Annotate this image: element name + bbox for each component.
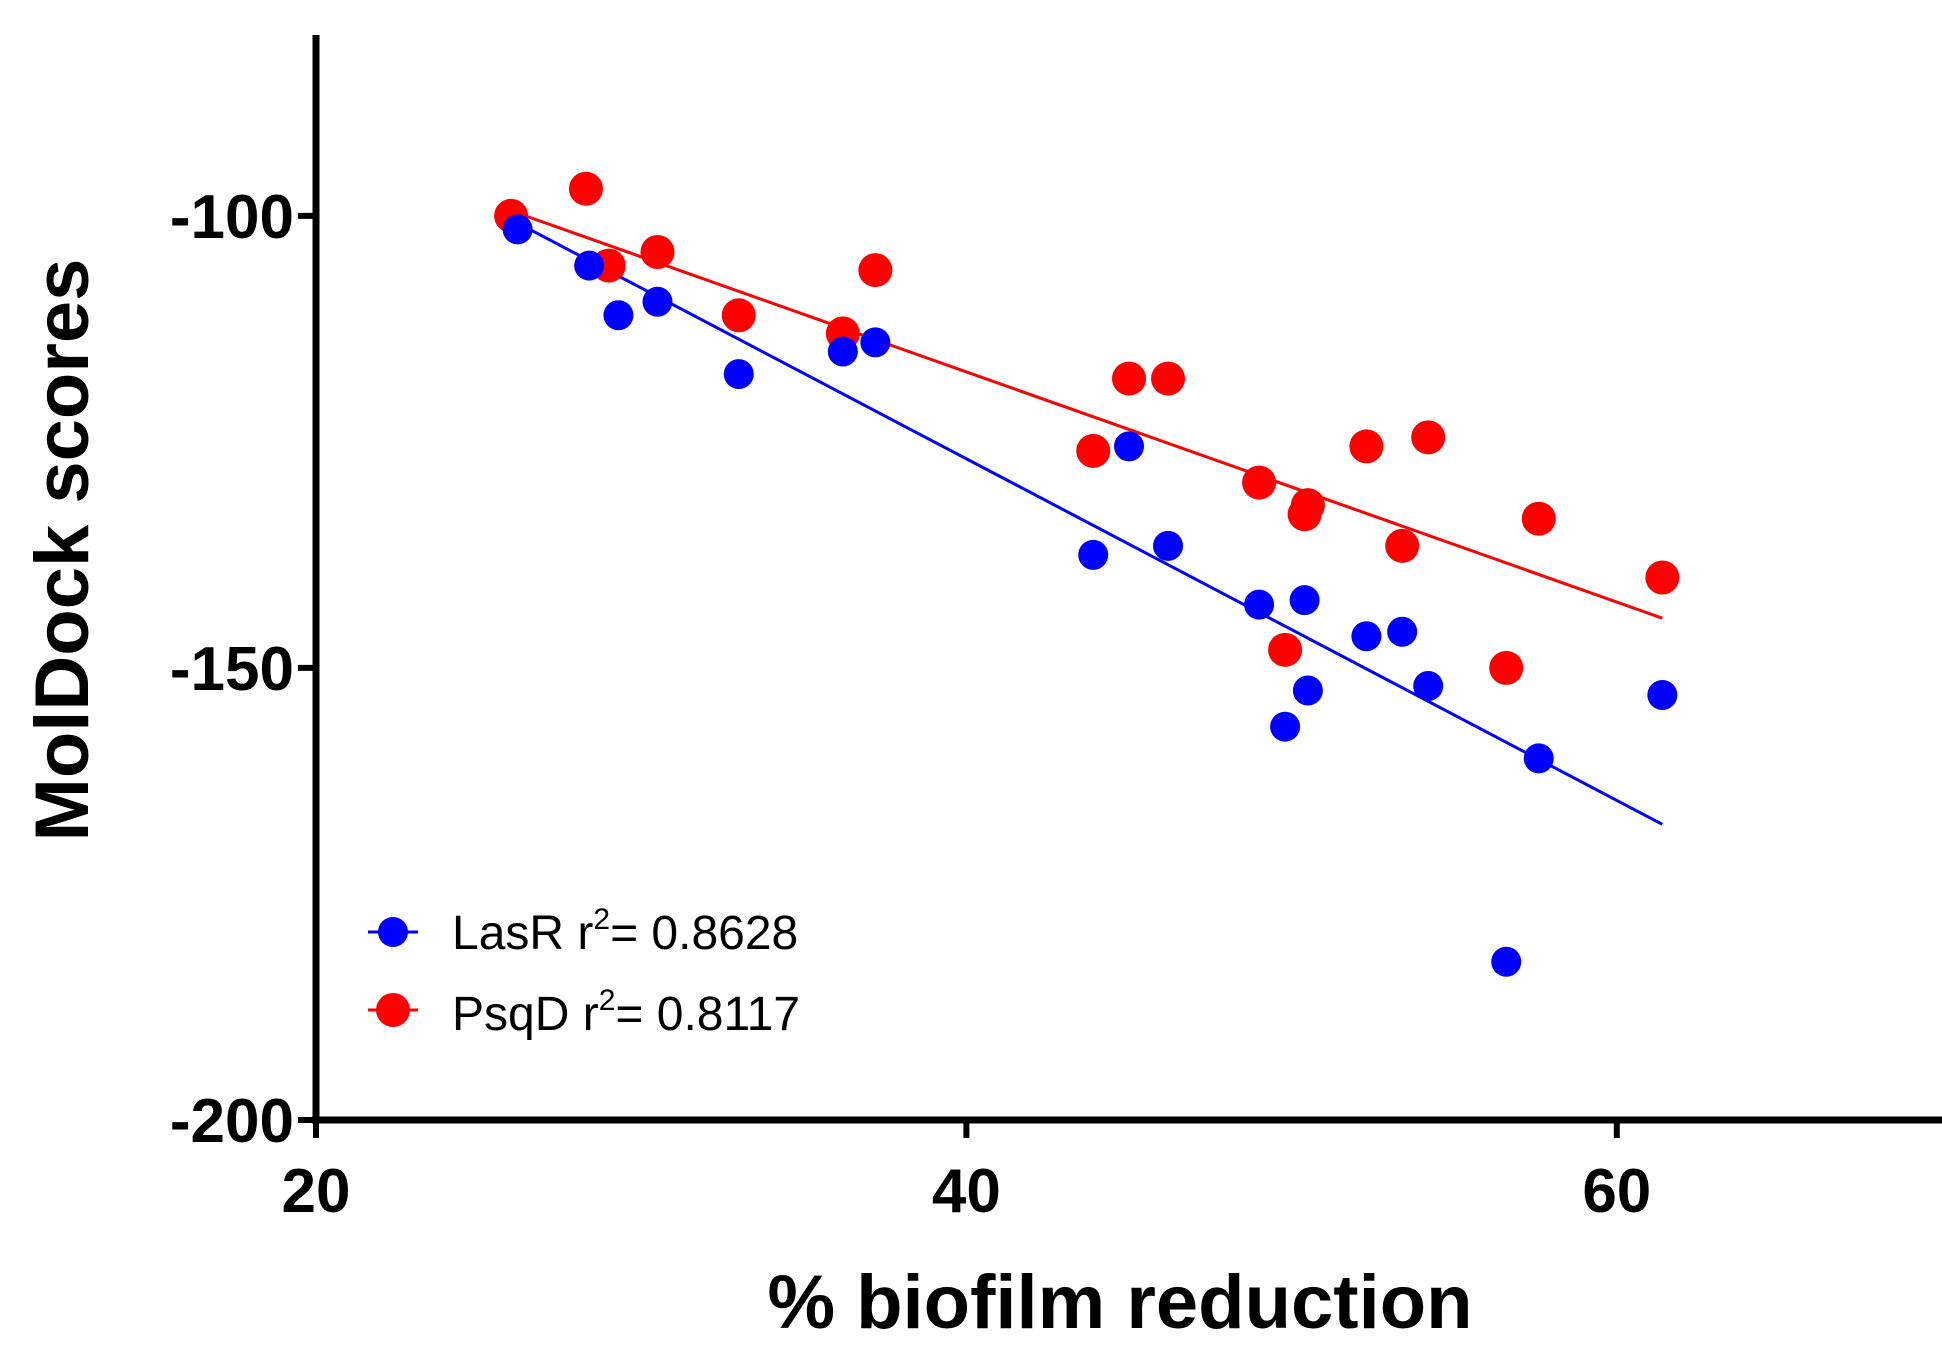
legend-label-lasr-name: LasR r	[452, 907, 593, 960]
point-psqd	[1349, 429, 1384, 464]
x-axis-title: % biofilm reduction	[767, 1260, 1472, 1345]
point-psqd	[721, 298, 756, 333]
x-tick-label: 60	[1582, 1157, 1651, 1226]
point-lasr	[574, 250, 605, 281]
point-psqd	[640, 235, 675, 269]
point-lasr	[642, 286, 673, 317]
legend-marker-psqd	[376, 993, 410, 1027]
point-psqd	[1151, 361, 1186, 396]
svg-text:LasR r2= 0.8628: LasR r2= 0.8628	[452, 903, 798, 960]
point-psqd	[1112, 361, 1146, 396]
point-lasr	[1413, 671, 1444, 701]
point-lasr	[1114, 431, 1144, 462]
point-lasr	[1387, 616, 1418, 647]
legend-marker-lasr	[378, 917, 408, 947]
y-tick-label: -200	[170, 1087, 294, 1156]
point-lasr	[502, 214, 533, 245]
y-tick-label: -100	[170, 183, 294, 252]
fit-line-psqd	[517, 211, 1663, 620]
ticks: 20 40 60 -200 -150 -100	[170, 183, 1651, 1226]
point-lasr	[1270, 711, 1301, 742]
point-psqd	[1268, 632, 1303, 667]
point-psqd	[1411, 420, 1446, 455]
y-tick-label: -150	[170, 635, 294, 704]
point-psqd	[1242, 465, 1277, 500]
point-lasr	[1078, 539, 1109, 570]
point-psqd	[1076, 433, 1111, 468]
point-psqd	[1290, 488, 1325, 523]
point-lasr	[1289, 585, 1320, 616]
fit-lines	[516, 211, 1664, 826]
legend-label-lasr-sup: 2	[593, 903, 610, 936]
x-tick-label: 20	[282, 1157, 351, 1226]
data-points	[494, 171, 1680, 977]
legend-label-psqd-name: PsqD r	[452, 988, 599, 1041]
y-axis-title: MolDock scores	[20, 259, 105, 842]
legend-item-lasr: LasR r2= 0.8628	[368, 903, 798, 960]
legend: LasR r2= 0.8628 PsqD r2= 0.8117	[368, 903, 800, 1041]
legend-label-psqd-sup: 2	[599, 984, 616, 1017]
legend-item-psqd: PsqD r2= 0.8117	[368, 984, 800, 1041]
point-lasr	[1153, 530, 1184, 561]
svg-text:PsqD r2= 0.8117: PsqD r2= 0.8117	[452, 984, 800, 1041]
point-psqd	[568, 171, 603, 206]
point-lasr	[860, 327, 891, 358]
point-lasr	[827, 336, 858, 367]
point-psqd	[1385, 528, 1420, 563]
point-lasr	[1244, 589, 1275, 620]
point-lasr	[1351, 621, 1382, 652]
point-lasr	[603, 300, 634, 331]
point-psqd	[1521, 501, 1556, 536]
point-lasr	[723, 359, 754, 390]
point-psqd	[858, 253, 893, 288]
legend-label-lasr-value: = 0.8628	[610, 907, 798, 960]
point-psqd	[1645, 560, 1680, 595]
fit-line-lasr	[516, 221, 1664, 826]
legend-label-psqd-value: = 0.8117	[615, 988, 800, 1041]
point-lasr	[1523, 743, 1554, 774]
point-psqd	[1489, 650, 1524, 685]
x-tick-label: 40	[932, 1157, 1001, 1226]
point-lasr	[1292, 675, 1323, 706]
point-lasr	[1491, 946, 1522, 977]
point-lasr	[1647, 680, 1678, 711]
